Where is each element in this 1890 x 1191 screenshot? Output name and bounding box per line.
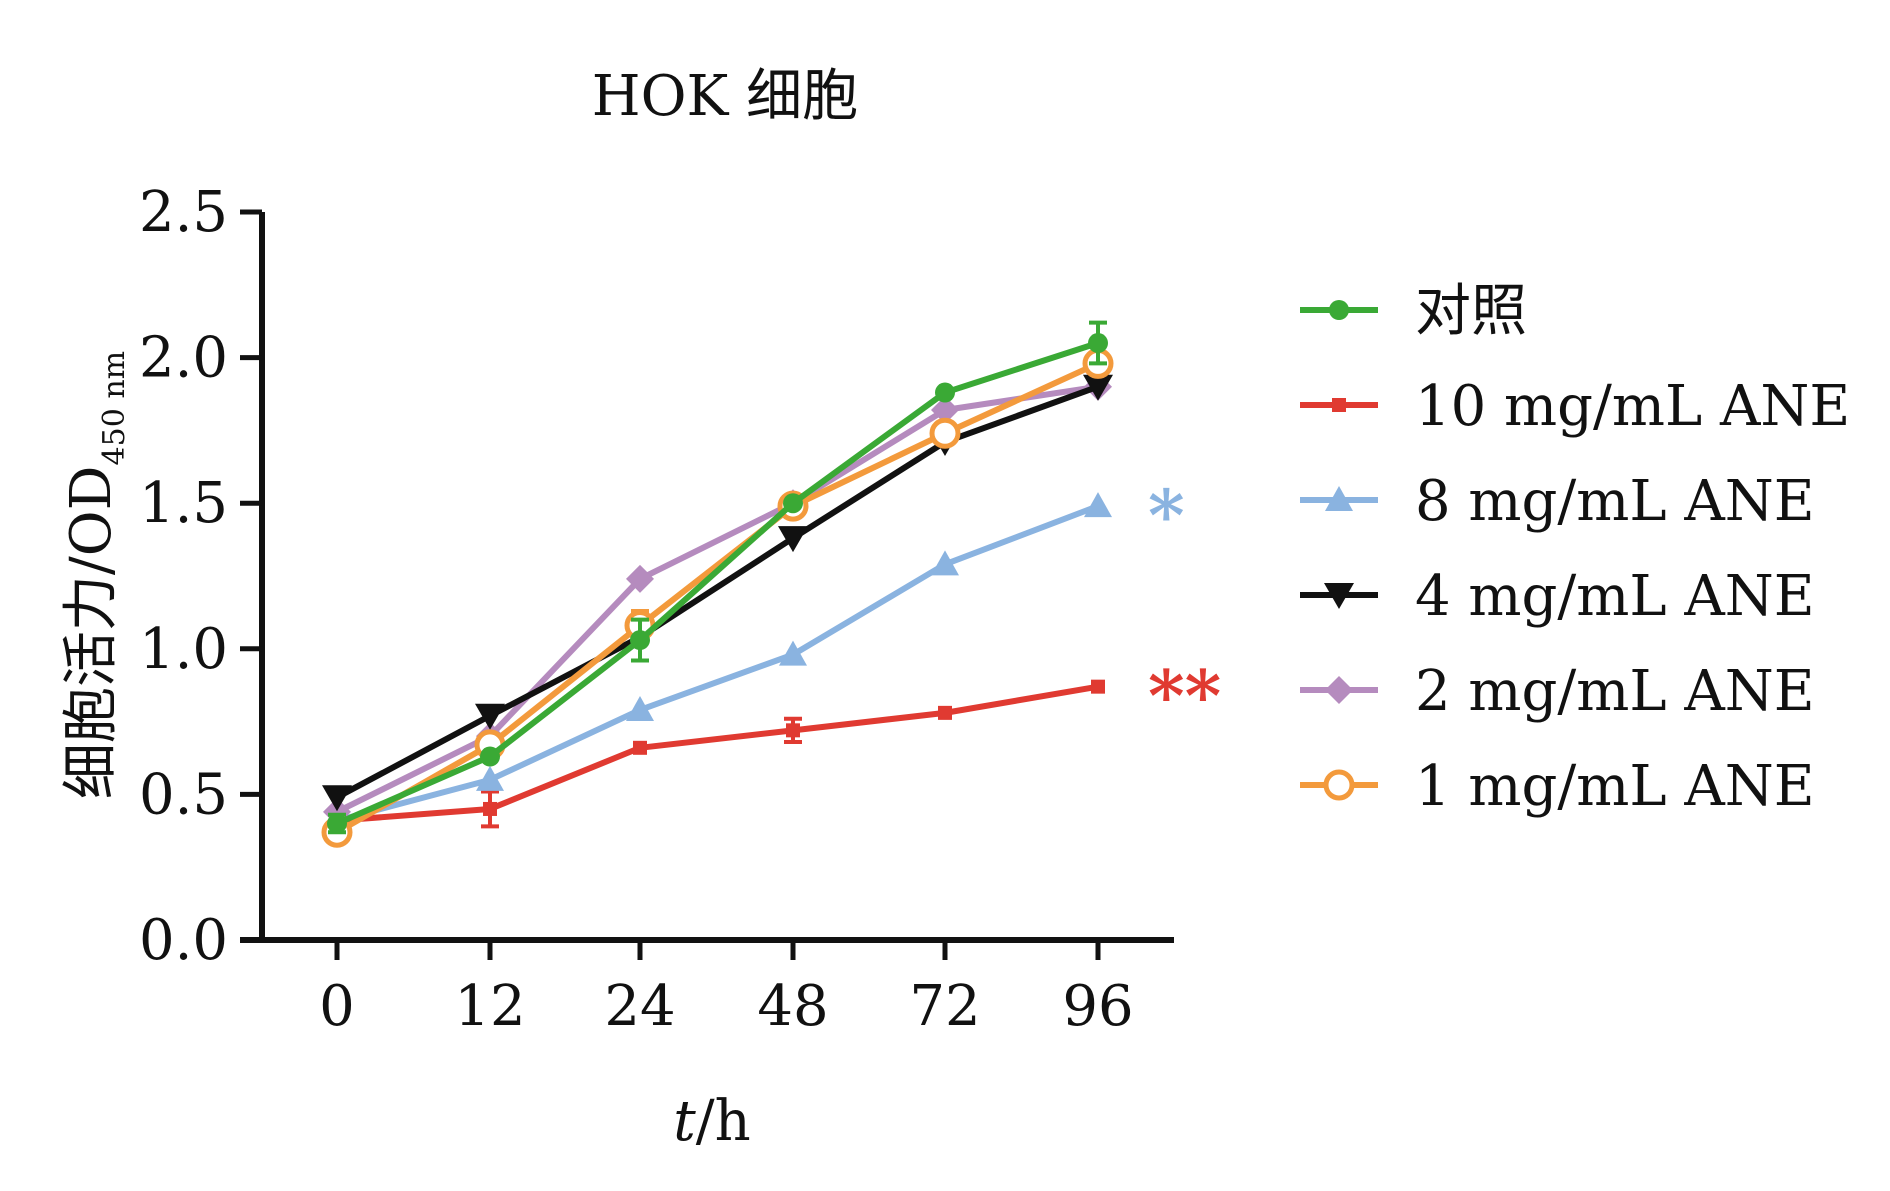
data-point bbox=[935, 382, 955, 403]
x-tick-label: 24 bbox=[604, 974, 675, 1039]
x-axis-title: t/h bbox=[673, 1089, 750, 1154]
series-1 bbox=[330, 679, 1105, 829]
y-tick-label: 0.0 bbox=[139, 908, 228, 973]
data-point bbox=[929, 417, 961, 449]
series-line bbox=[335, 340, 1099, 827]
series-line bbox=[335, 383, 1099, 815]
data-point bbox=[783, 493, 803, 514]
data-point bbox=[480, 746, 500, 767]
significance-mark: * bbox=[1148, 474, 1185, 557]
x-ticks: 0 12 24 48 72 96 bbox=[319, 940, 1134, 1039]
y-axis-title-main: 细胞活力/OD bbox=[59, 465, 124, 799]
legend-label: 8 mg/mL ANE bbox=[1415, 469, 1815, 534]
legend-label: 10 mg/mL ANE bbox=[1415, 374, 1850, 439]
legend-label: 对照 bbox=[1415, 279, 1527, 344]
y-axis-title-subscript: 450 nm bbox=[97, 351, 132, 466]
data-point bbox=[483, 801, 497, 816]
data-point bbox=[1083, 374, 1113, 401]
legend-item-5: 1 mg/mL ANE bbox=[1300, 754, 1815, 819]
series-line bbox=[336, 503, 1100, 824]
y-tick-label: 2.0 bbox=[139, 326, 228, 391]
legend: 对照 10 mg/mL ANE 8 mg/mL ANE 4 mg/mL ANE 2 mg… bbox=[1300, 279, 1850, 819]
x-axis-title-italic: t bbox=[673, 1089, 696, 1154]
legend-item-1: 10 mg/mL ANE bbox=[1300, 374, 1850, 439]
series-3 bbox=[322, 374, 1113, 812]
y-tick-label: 0.5 bbox=[139, 762, 228, 827]
annotation-layer: *** bbox=[1148, 474, 1221, 738]
data-point bbox=[626, 695, 654, 721]
y-ticks: 0.0 0.5 1.0 1.5 2.0 2.5 bbox=[139, 180, 262, 973]
x-tick-label: 48 bbox=[757, 974, 828, 1039]
axes bbox=[240, 212, 1174, 943]
legend-label: 4 mg/mL ANE bbox=[1415, 564, 1815, 629]
series-0 bbox=[327, 320, 1108, 835]
legend-item-2: 8 mg/mL ANE bbox=[1300, 469, 1815, 534]
data-point bbox=[476, 765, 504, 791]
legend-swatch-marker bbox=[1329, 300, 1349, 320]
data-point bbox=[475, 703, 505, 730]
data-point bbox=[633, 740, 647, 755]
legend-swatch-marker bbox=[1332, 398, 1346, 412]
legend-swatch-marker bbox=[1325, 676, 1353, 704]
y-tick-label: 1.5 bbox=[139, 471, 228, 536]
data-point bbox=[786, 723, 800, 738]
y-axis-title: 细胞活力/OD450 nm bbox=[59, 351, 132, 799]
data-point bbox=[630, 630, 650, 651]
y-tick-label: 1.0 bbox=[139, 617, 228, 682]
data-point bbox=[1088, 333, 1108, 354]
legend-label: 2 mg/mL ANE bbox=[1415, 659, 1815, 724]
data-point bbox=[779, 640, 807, 666]
series-line bbox=[336, 683, 1099, 824]
x-tick-label: 72 bbox=[909, 974, 980, 1039]
y-tick-label: 2.5 bbox=[139, 180, 228, 245]
data-point bbox=[1084, 492, 1112, 518]
x-tick-label: 96 bbox=[1062, 974, 1133, 1039]
series-line bbox=[335, 360, 1100, 835]
data-point bbox=[931, 396, 959, 425]
data-point bbox=[626, 564, 654, 593]
legend-swatch-marker bbox=[1323, 769, 1355, 801]
data-point bbox=[327, 813, 347, 834]
legend-label: 1 mg/mL ANE bbox=[1415, 754, 1815, 819]
legend-swatch-marker bbox=[1324, 583, 1354, 609]
data-point bbox=[322, 785, 352, 812]
series-4 bbox=[323, 372, 1112, 826]
x-axis-title-unit: /h bbox=[696, 1089, 751, 1154]
legend-item-0: 对照 bbox=[1300, 279, 1527, 344]
data-point bbox=[778, 526, 808, 553]
legend-item-3: 4 mg/mL ANE bbox=[1300, 564, 1815, 629]
legend-item-4: 2 mg/mL ANE bbox=[1300, 659, 1815, 724]
data-point bbox=[931, 550, 959, 576]
series-line bbox=[335, 383, 1100, 800]
significance-mark: ** bbox=[1148, 655, 1221, 738]
chart-title: HOK 细胞 bbox=[592, 64, 858, 129]
x-tick-label: 0 bbox=[319, 974, 355, 1039]
series-layer bbox=[321, 320, 1114, 848]
data-point bbox=[1091, 679, 1105, 694]
legend-swatch-marker bbox=[1325, 486, 1353, 511]
data-point bbox=[938, 705, 952, 720]
x-tick-label: 12 bbox=[454, 974, 525, 1039]
